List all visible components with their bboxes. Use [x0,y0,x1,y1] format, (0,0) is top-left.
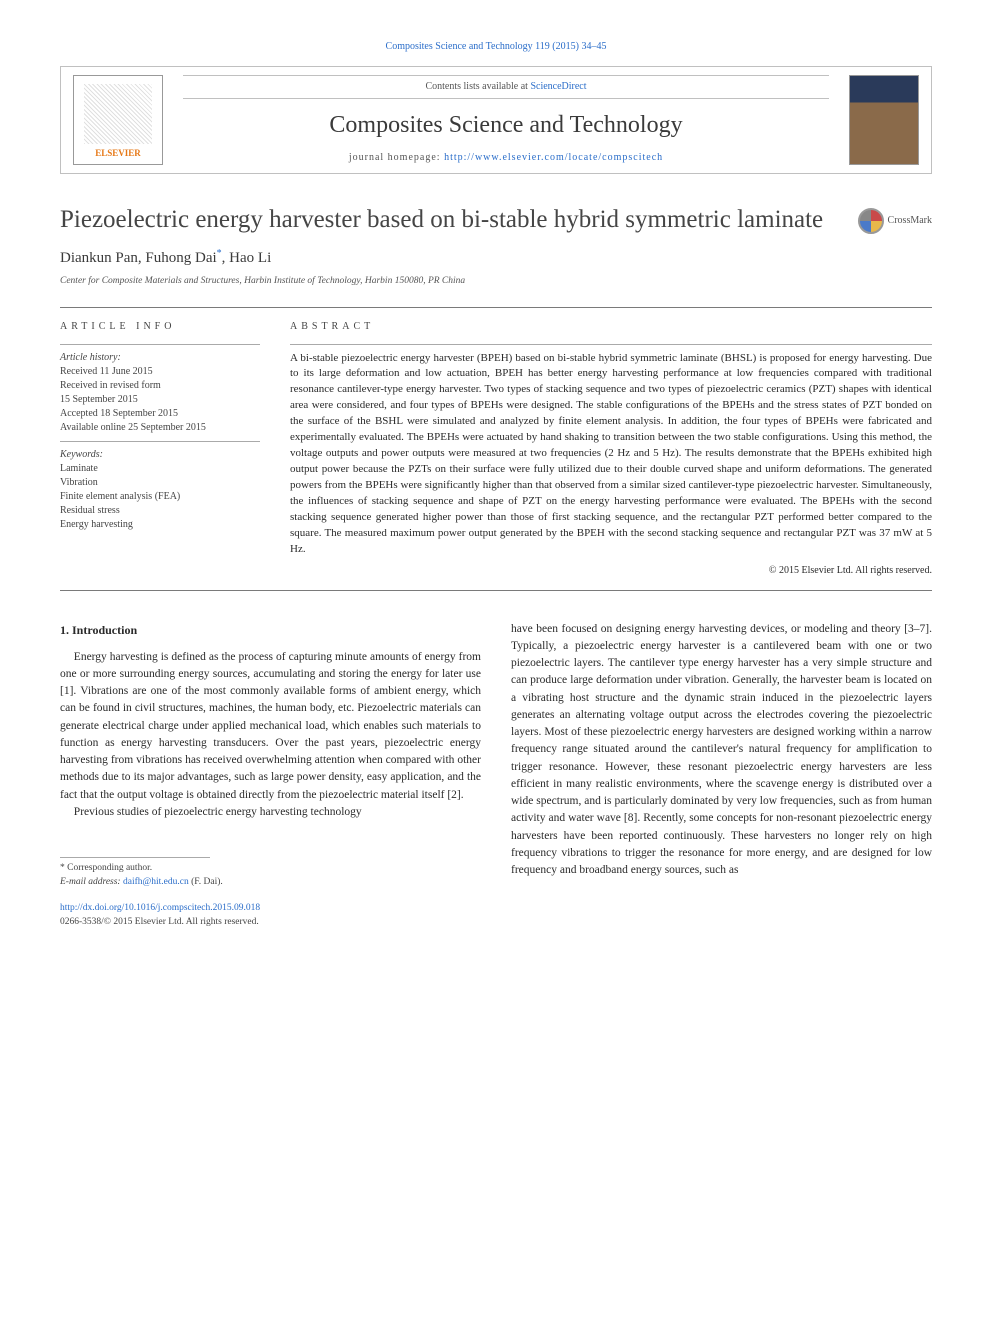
body-paragraph: Energy harvesting is defined as the proc… [60,649,481,804]
body-paragraph: Previous studies of piezoelectric energy… [60,804,481,821]
corresponding-label: * Corresponding author. [60,862,481,875]
elsevier-logo: ELSEVIER [73,75,163,165]
article-info-heading: article info [60,320,260,334]
sciencedirect-link[interactable]: ScienceDirect [530,81,586,92]
crossmark-icon [858,208,884,234]
email-line: E-mail address: daifh@hit.edu.cn (F. Dai… [60,876,481,889]
journal-header: ELSEVIER Contents lists available at Sci… [60,66,932,174]
abstract: abstract A bi-stable piezoelectric energ… [290,320,932,578]
keyword: Finite element analysis (FEA) [60,490,260,504]
journal-cover-thumb [849,75,919,165]
history-line: Accepted 18 September 2015 [60,407,260,421]
body-column-left: 1. Introduction Energy harvesting is def… [60,621,481,930]
history-line: Available online 25 September 2015 [60,421,260,435]
body-paragraph: have been focused on designing energy ha… [511,621,932,880]
contents-available: Contents lists available at ScienceDirec… [183,75,829,99]
history-line: Received 11 June 2015 [60,365,260,379]
article-info: article info Article history: Received 1… [60,320,260,578]
affiliation: Center for Composite Materials and Struc… [60,275,932,288]
article-title: Piezoelectric energy harvester based on … [60,204,838,235]
crossmark-badge[interactable]: CrossMark [858,208,932,234]
abstract-heading: abstract [290,320,932,334]
corresponding-footer: * Corresponding author. E-mail address: … [60,857,481,889]
abstract-text: A bi-stable piezoelectric energy harvest… [290,351,932,558]
history-line: Received in revised form [60,379,260,393]
keywords-label: Keywords: [60,448,260,462]
doi-link[interactable]: http://dx.doi.org/10.1016/j.compscitech.… [60,903,260,913]
homepage-link[interactable]: http://www.elsevier.com/locate/compscite… [444,152,663,163]
journal-citation[interactable]: Composites Science and Technology 119 (2… [60,40,932,54]
journal-homepage: journal homepage: http://www.elsevier.co… [183,151,829,165]
header-center: Contents lists available at ScienceDirec… [163,75,849,165]
separator-rule [60,307,932,308]
abstract-copyright: © 2015 Elsevier Ltd. All rights reserved… [290,564,932,578]
authors: Diankun Pan, Fuhong Dai*, Hao Li [60,247,932,269]
separator-rule [60,590,932,591]
history-label: Article history: [60,351,260,365]
keyword: Energy harvesting [60,518,260,532]
section-heading: 1. Introduction [60,621,481,639]
email-link[interactable]: daifh@hit.edu.cn [123,877,189,887]
keyword: Vibration [60,476,260,490]
keyword: Residual stress [60,504,260,518]
journal-title: Composites Science and Technology [183,109,829,143]
body-column-right: have been focused on designing energy ha… [511,621,932,930]
history-line: 15 September 2015 [60,393,260,407]
doi-block: http://dx.doi.org/10.1016/j.compscitech.… [60,901,481,930]
issn-line: 0266-3538/© 2015 Elsevier Ltd. All right… [60,917,259,927]
keyword: Laminate [60,462,260,476]
